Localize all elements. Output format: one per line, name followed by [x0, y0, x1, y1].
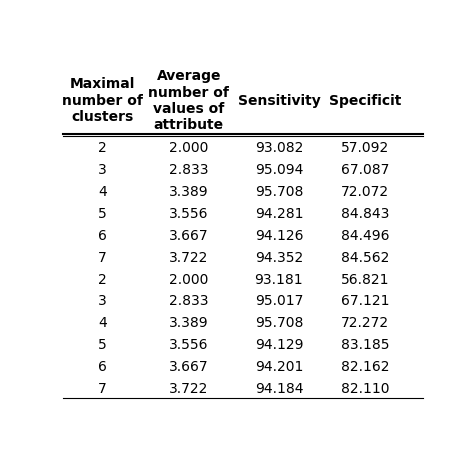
Text: 93.082: 93.082 [255, 141, 303, 155]
Text: 6: 6 [98, 229, 107, 243]
Text: 5: 5 [98, 338, 107, 352]
Text: 82.110: 82.110 [341, 382, 390, 396]
Text: 94.201: 94.201 [255, 360, 303, 374]
Text: 4: 4 [98, 316, 107, 330]
Text: 3.389: 3.389 [169, 185, 209, 199]
Text: 95.708: 95.708 [255, 316, 303, 330]
Text: 94.352: 94.352 [255, 251, 303, 264]
Text: 6: 6 [98, 360, 107, 374]
Text: 2.833: 2.833 [169, 294, 209, 309]
Text: 4: 4 [98, 185, 107, 199]
Text: 3.389: 3.389 [169, 316, 209, 330]
Text: 94.129: 94.129 [255, 338, 303, 352]
Text: 2: 2 [98, 273, 107, 286]
Text: 57.092: 57.092 [341, 141, 390, 155]
Text: 3.722: 3.722 [169, 382, 209, 396]
Text: 84.496: 84.496 [341, 229, 390, 243]
Text: 7: 7 [98, 382, 107, 396]
Text: 2.833: 2.833 [169, 163, 209, 177]
Text: 5: 5 [98, 207, 107, 221]
Text: 2: 2 [98, 141, 107, 155]
Text: 72.272: 72.272 [341, 316, 389, 330]
Text: Maximal
number of
clusters: Maximal number of clusters [62, 77, 143, 124]
Text: 3.722: 3.722 [169, 251, 209, 264]
Text: 3: 3 [98, 294, 107, 309]
Text: 3.667: 3.667 [169, 229, 209, 243]
Text: 72.072: 72.072 [341, 185, 389, 199]
Text: 3.556: 3.556 [169, 338, 209, 352]
Text: 2.000: 2.000 [169, 141, 209, 155]
Text: 94.184: 94.184 [255, 382, 303, 396]
Text: 84.843: 84.843 [341, 207, 390, 221]
Text: 67.087: 67.087 [341, 163, 390, 177]
Text: 7: 7 [98, 251, 107, 264]
Text: 3: 3 [98, 163, 107, 177]
Text: 82.162: 82.162 [341, 360, 390, 374]
Text: 95.017: 95.017 [255, 294, 303, 309]
Text: 2.000: 2.000 [169, 273, 209, 286]
Text: 84.562: 84.562 [341, 251, 390, 264]
Text: 3.667: 3.667 [169, 360, 209, 374]
Text: 95.094: 95.094 [255, 163, 303, 177]
Text: 67.121: 67.121 [341, 294, 390, 309]
Text: 94.281: 94.281 [255, 207, 303, 221]
Text: 94.126: 94.126 [255, 229, 303, 243]
Text: Specificit: Specificit [329, 94, 401, 108]
Text: 83.185: 83.185 [341, 338, 390, 352]
Text: 3.556: 3.556 [169, 207, 209, 221]
Text: Sensitivity: Sensitivity [237, 94, 320, 108]
Text: 56.821: 56.821 [341, 273, 390, 286]
Text: Average
number of
values of
attribute: Average number of values of attribute [148, 69, 229, 132]
Text: 93.181: 93.181 [255, 273, 303, 286]
Text: 95.708: 95.708 [255, 185, 303, 199]
